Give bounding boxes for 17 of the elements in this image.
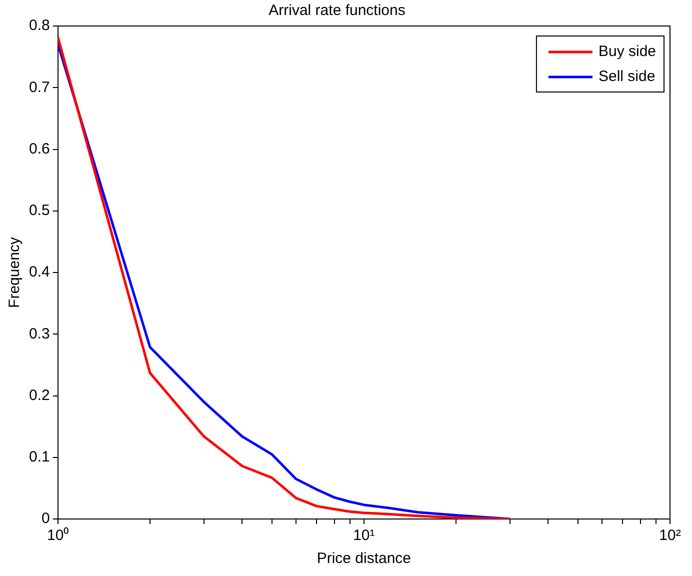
- y-tick-label: 0: [42, 510, 50, 528]
- y-tick-label: 0.3: [28, 325, 50, 342]
- x-axis-title: Price distance: [316, 550, 412, 568]
- chart-title: Arrival rate functions: [268, 2, 406, 20]
- y-tick-label: 0.1: [28, 448, 50, 466]
- legend-label: Sell side: [598, 68, 656, 86]
- y-tick-label: 0.2: [28, 386, 50, 404]
- y-tick-label: 0.8: [28, 17, 50, 34]
- x-tick-label: 10⁰: [47, 527, 69, 544]
- y-tick-label: 0.5: [28, 202, 50, 220]
- x-tick-label: 10²: [659, 527, 681, 544]
- y-tick-label: 0.4: [28, 264, 50, 281]
- y-tick-label: 0.6: [28, 140, 50, 158]
- y-axis-title: Frequency: [6, 236, 24, 308]
- x-tick-label: 10¹: [353, 527, 375, 544]
- y-tick-label: 0.7: [28, 78, 50, 96]
- legend-label: Buy side: [598, 43, 656, 60]
